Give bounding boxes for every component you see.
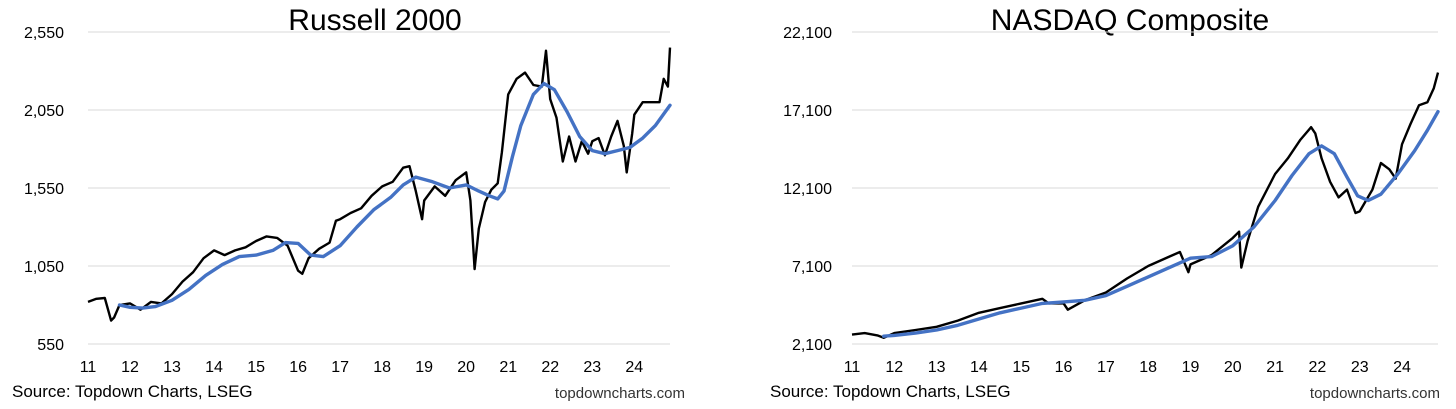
x-tick-label: 21: [499, 359, 517, 376]
y-tick-label: 22,100: [783, 25, 832, 42]
x-tick-label: 23: [1351, 359, 1369, 376]
series-group: [851, 72, 1440, 339]
source-note: Source: Topdown Charts, LSEG: [770, 382, 1011, 401]
moving-average-line: [117, 81, 672, 310]
x-tick-label: 17: [331, 359, 349, 376]
x-tick-label: 15: [247, 359, 265, 376]
series-group: [87, 47, 672, 322]
x-tick-label: 18: [373, 359, 391, 376]
y-axis-ticks: 2,550 2,050 1,550 1,050 550: [24, 25, 64, 354]
price-line: [87, 47, 672, 322]
y-tick-label: 550: [37, 337, 64, 354]
x-tick-label: 20: [457, 359, 475, 376]
x-tick-label: 21: [1266, 359, 1284, 376]
y-tick-label: 2,550: [24, 25, 64, 42]
watermark: topdowncharts.com: [1310, 385, 1440, 402]
source-note: Source: Topdown Charts, LSEG: [12, 382, 253, 401]
x-tick-label: 18: [1139, 359, 1157, 376]
x-tick-label: 23: [583, 359, 601, 376]
x-tick-label: 12: [121, 359, 139, 376]
x-tick-label: 12: [885, 359, 903, 376]
x-axis-ticks: 11 12 13 14 15 16 17 18 19 20 21 22 23 24: [844, 359, 1411, 376]
x-tick-label: 17: [1097, 359, 1115, 376]
y-tick-label: 1,550: [24, 181, 64, 198]
price-line: [851, 72, 1440, 339]
y-tick-label: 7,100: [792, 259, 832, 276]
chart-nasdaq-composite: NASDAQ Composite 22,10017,10012,1007,100…: [770, 4, 1440, 402]
y-tick-label: 1,050: [24, 259, 64, 276]
x-axis-ticks: 11 12 13 14 15 16 17 18 19 20 21 22 23 24: [80, 359, 644, 376]
y-axis-ticks: 22,100 17,100 12,100 7,100 2,100: [783, 25, 832, 354]
x-tick-label: 22: [1309, 359, 1327, 376]
x-tick-label: 24: [625, 359, 643, 376]
x-tick-label: 24: [1393, 359, 1411, 376]
watermark: topdowncharts.com: [555, 385, 685, 402]
x-tick-label: 22: [541, 359, 559, 376]
x-tick-label: 20: [1224, 359, 1242, 376]
moving-average-line: [882, 109, 1440, 338]
gridlines: [852, 31, 1438, 345]
x-tick-label: 16: [1055, 359, 1073, 376]
x-tick-label: 16: [289, 359, 307, 376]
y-tick-label: 12,100: [783, 181, 832, 198]
y-tick-label: 2,100: [792, 337, 832, 354]
y-tick-label: 17,100: [783, 103, 832, 120]
x-tick-label: 11: [844, 359, 861, 376]
y-tick-label: 2,050: [24, 103, 64, 120]
x-tick-label: 19: [1182, 359, 1200, 376]
x-tick-label: 13: [163, 359, 181, 376]
x-tick-label: 11: [80, 359, 97, 376]
x-tick-label: 14: [205, 359, 223, 376]
x-tick-label: 13: [928, 359, 946, 376]
x-tick-label: 19: [415, 359, 433, 376]
x-tick-label: 14: [970, 359, 988, 376]
x-tick-label: 15: [1012, 359, 1030, 376]
